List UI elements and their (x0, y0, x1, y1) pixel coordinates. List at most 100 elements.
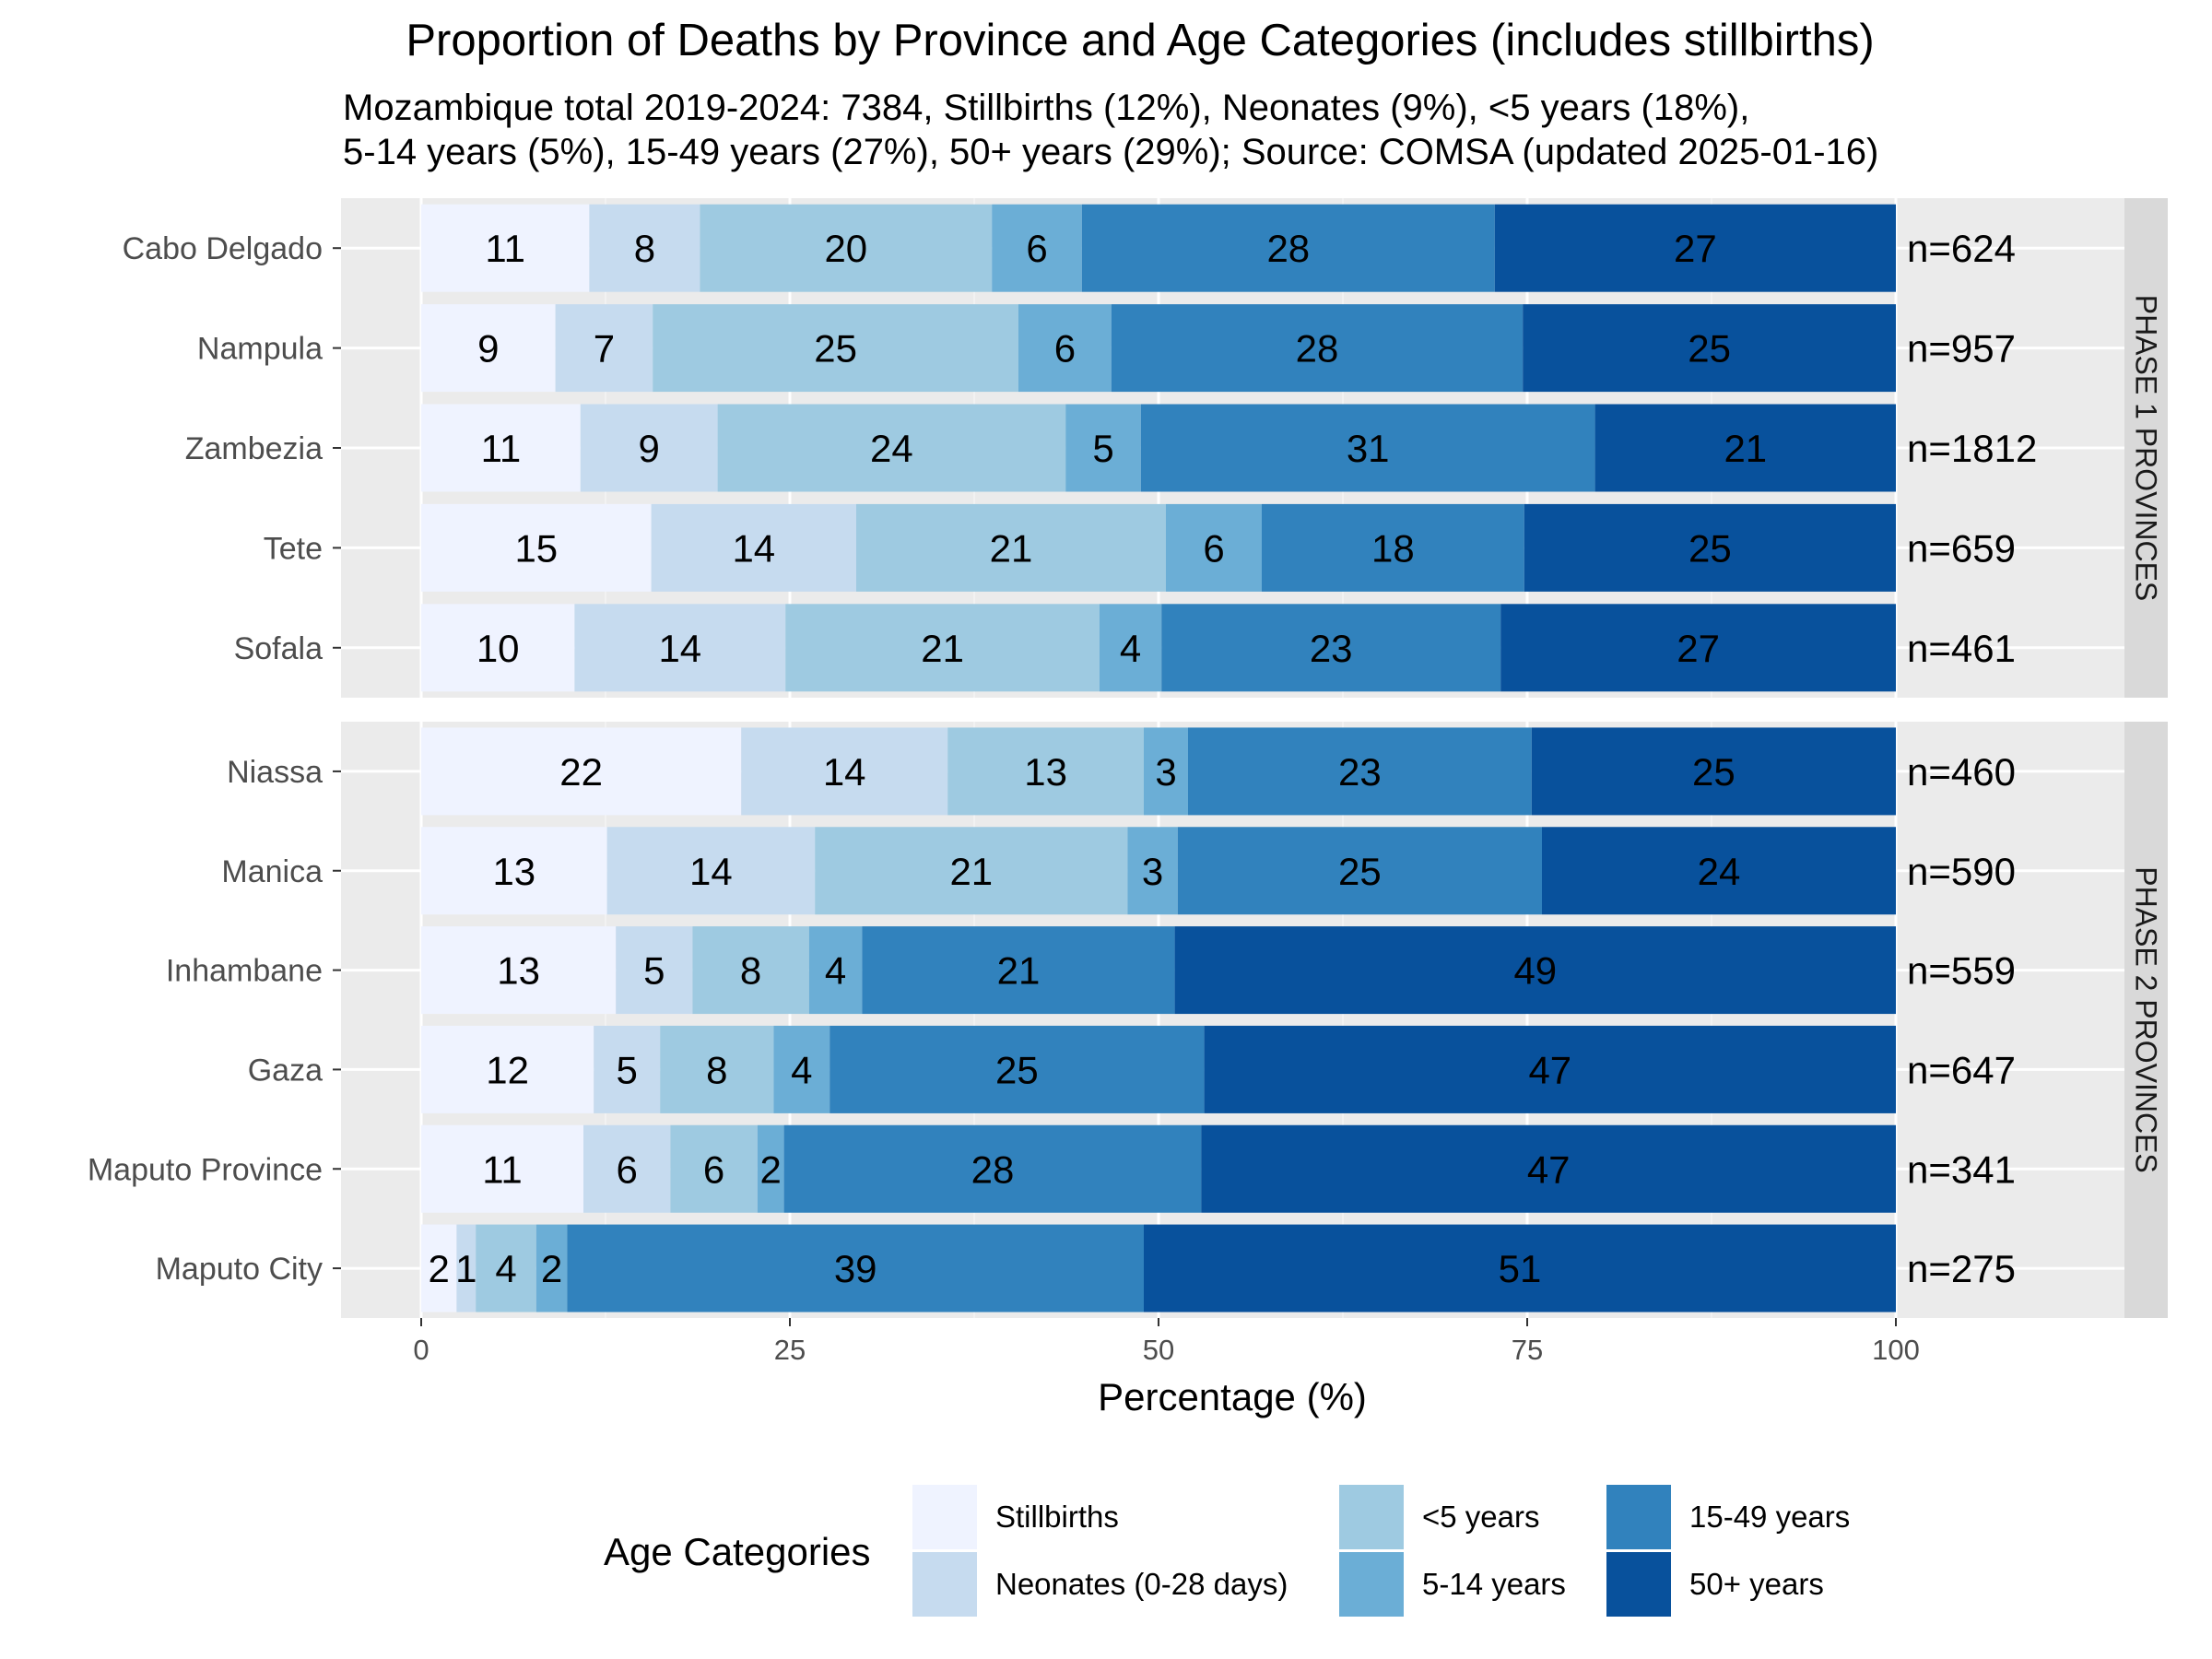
bar-segment (651, 503, 856, 592)
data-label: 4 (495, 1247, 516, 1290)
data-label: 20 (824, 227, 867, 270)
data-label: 8 (740, 949, 761, 993)
bar-segment (421, 204, 590, 292)
bar-row-tete: 15 14 21 6 18 25 n=659 (421, 503, 2016, 592)
data-label: 13 (497, 949, 540, 993)
data-label: 8 (706, 1048, 727, 1091)
data-label: 6 (1203, 526, 1224, 570)
x-tick-label: 50 (1143, 1334, 1174, 1366)
bar-segment (421, 404, 581, 492)
data-label: 4 (791, 1048, 812, 1091)
legend-item: <5 years (1339, 1485, 1540, 1549)
y-tick-label: Inhambane (166, 954, 323, 989)
bar-segment (717, 404, 1066, 492)
bar-segment (1494, 204, 1896, 292)
data-label: 47 (1528, 1048, 1571, 1091)
bar-row-cabo-delgado: 11 8 20 6 28 27 n=624 (421, 204, 2016, 292)
panel-1: 11 8 20 6 28 27 n=624 Cabo Delgado 9 7 25 6 28 25 n=95… (123, 198, 2168, 698)
data-label: 21 (990, 526, 1033, 570)
bar-row-niassa: 22 14 13 3 23 25 n=460 (421, 727, 2016, 816)
bar-segment (421, 727, 742, 816)
legend-swatch (1339, 1485, 1404, 1549)
sample-size-label: n=559 (1907, 949, 2016, 993)
legend-label: Stillbirths (995, 1500, 1119, 1534)
bar-segment (476, 1224, 536, 1312)
data-label: 8 (634, 227, 655, 270)
data-label: 4 (825, 949, 846, 993)
legend-item: 15-49 years (1606, 1485, 1850, 1549)
data-label: 21 (921, 627, 964, 670)
data-label: 7 (594, 327, 615, 371)
bar-segment (1531, 727, 1896, 816)
data-label: 6 (1054, 327, 1076, 371)
bar-segment (1161, 604, 1501, 692)
bar-row-maputo-city: 2 1 4 2 39 51 n=275 (421, 1224, 2016, 1312)
data-label: 14 (732, 526, 775, 570)
legend-item: Neonates (0-28 days) (912, 1552, 1288, 1617)
bar-segment (660, 1025, 774, 1113)
legend-label: Neonates (0-28 days) (995, 1567, 1288, 1601)
data-label: 13 (1024, 750, 1067, 794)
bar-segment (1127, 827, 1178, 915)
bar-segment (421, 1124, 583, 1213)
facet-strip (2124, 198, 2168, 698)
data-label: 47 (1527, 1147, 1571, 1191)
data-label: 14 (658, 627, 701, 670)
bar-segment (594, 1025, 661, 1113)
data-label: 23 (1338, 750, 1382, 794)
bar-row-inhambane: 13 5 8 4 21 49 n=559 (421, 926, 2016, 1015)
bar-row-maputo-province: 11 6 6 2 28 47 n=341 (421, 1124, 2016, 1213)
data-label: 9 (477, 327, 499, 371)
x-axis-label: Percentage (%) (1098, 1375, 1367, 1418)
data-label: 5 (1092, 427, 1113, 470)
bar-segment (421, 1025, 594, 1113)
bar-segment (1144, 727, 1188, 816)
y-tick-label: Tete (264, 531, 323, 566)
bar-segment (580, 404, 718, 492)
data-label: 13 (492, 850, 535, 893)
data-label: 6 (703, 1147, 724, 1191)
bar-segment (1201, 1124, 1896, 1213)
sample-size-label: n=647 (1907, 1048, 2016, 1091)
sample-size-label: n=460 (1907, 750, 2016, 794)
bar-segment (1174, 926, 1896, 1015)
bar-segment (421, 1224, 457, 1312)
data-label: 23 (1310, 627, 1353, 670)
data-label: 5 (617, 1048, 638, 1091)
sample-size-label: n=461 (1907, 627, 2016, 670)
y-tick-label: Maputo Province (88, 1152, 323, 1187)
bar-segment (574, 604, 786, 692)
bar-segment (815, 827, 1128, 915)
bar-row-zambezia: 11 9 24 5 31 21 n=1812 (421, 404, 2037, 492)
chart-subtitle-line-1: Mozambique total 2019-2024: 7384, Stillb… (343, 88, 1749, 128)
legend-swatch (1606, 1485, 1671, 1549)
data-label: 31 (1347, 427, 1390, 470)
data-label: 3 (1142, 850, 1163, 893)
bar-segment (1524, 503, 1896, 592)
bar-segment (692, 926, 809, 1015)
x-tick-label: 0 (413, 1334, 429, 1366)
data-label: 24 (870, 427, 913, 470)
legend-label: 15-49 years (1689, 1500, 1850, 1534)
bar-segment (741, 727, 948, 816)
legend-swatch (1339, 1552, 1404, 1617)
bar-segment (555, 304, 653, 393)
data-label: 25 (1688, 327, 1731, 371)
data-label: 18 (1371, 526, 1415, 570)
data-label: 28 (971, 1147, 1015, 1191)
bar-segment (1542, 827, 1896, 915)
legend-label: 5-14 years (1422, 1567, 1566, 1601)
data-label: 39 (834, 1247, 877, 1290)
data-label: 28 (1296, 327, 1339, 371)
bar-row-manica: 13 14 21 3 25 24 n=590 (421, 827, 2016, 915)
data-label: 3 (1155, 750, 1176, 794)
legend-swatch (912, 1485, 977, 1549)
data-label: 27 (1677, 627, 1720, 670)
bar-segment (653, 304, 1018, 393)
bar-segment (606, 827, 816, 915)
facet-strip (2124, 722, 2168, 1318)
data-label: 14 (823, 750, 866, 794)
data-label: 15 (514, 526, 558, 570)
